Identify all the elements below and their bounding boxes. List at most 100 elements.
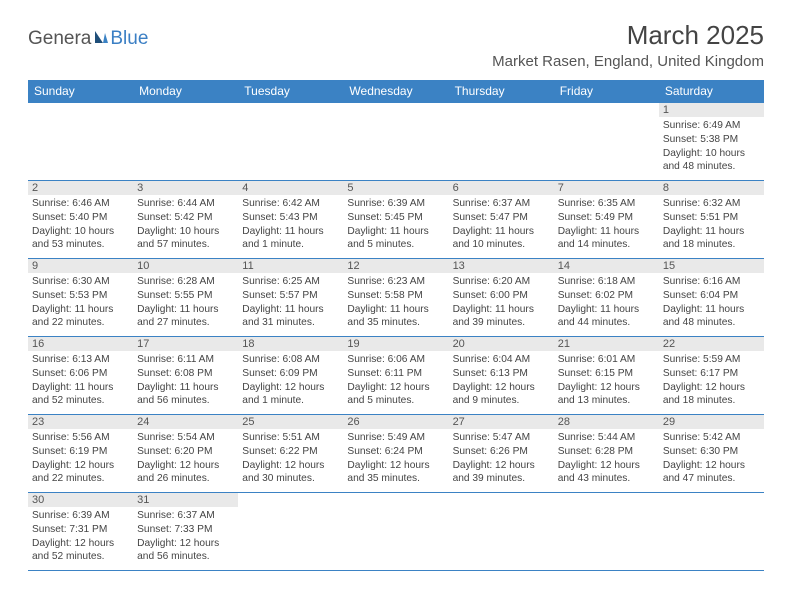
day-details: Sunrise: 6:46 AMSunset: 5:40 PMDaylight:… — [28, 195, 133, 255]
day-detail-line: and 1 minute. — [242, 394, 339, 408]
day-detail-line: Sunset: 5:38 PM — [663, 133, 760, 147]
calendar-cell: 9Sunrise: 6:30 AMSunset: 5:53 PMDaylight… — [28, 259, 133, 337]
day-detail-line: Daylight: 10 hours — [137, 225, 234, 239]
day-detail-line: Sunrise: 6:44 AM — [137, 197, 234, 211]
calendar-cell: 25Sunrise: 5:51 AMSunset: 6:22 PMDayligh… — [238, 415, 343, 493]
weekday-header: Monday — [133, 80, 238, 103]
day-detail-line: and 22 minutes. — [32, 472, 129, 486]
day-details: Sunrise: 6:16 AMSunset: 6:04 PMDaylight:… — [659, 273, 764, 333]
day-details: Sunrise: 6:04 AMSunset: 6:13 PMDaylight:… — [449, 351, 554, 411]
day-detail-line: Sunset: 5:49 PM — [558, 211, 655, 225]
day-details: Sunrise: 6:28 AMSunset: 5:55 PMDaylight:… — [133, 273, 238, 333]
day-detail-line: Sunset: 6:06 PM — [32, 367, 129, 381]
day-number: 12 — [343, 259, 448, 273]
day-details: Sunrise: 6:23 AMSunset: 5:58 PMDaylight:… — [343, 273, 448, 333]
day-detail-line: Daylight: 11 hours — [347, 225, 444, 239]
day-detail-line: Daylight: 11 hours — [663, 225, 760, 239]
day-detail-line: Daylight: 11 hours — [32, 303, 129, 317]
calendar-week-row: 2Sunrise: 6:46 AMSunset: 5:40 PMDaylight… — [28, 181, 764, 259]
day-detail-line: and 27 minutes. — [137, 316, 234, 330]
day-details — [659, 507, 764, 512]
day-detail-line: Daylight: 11 hours — [242, 303, 339, 317]
calendar-cell — [554, 493, 659, 571]
day-number: 11 — [238, 259, 343, 273]
day-detail-line: Daylight: 11 hours — [453, 225, 550, 239]
day-details: Sunrise: 5:42 AMSunset: 6:30 PMDaylight:… — [659, 429, 764, 489]
day-detail-line: Sunset: 5:40 PM — [32, 211, 129, 225]
day-number: 8 — [659, 181, 764, 195]
calendar-table: Sunday Monday Tuesday Wednesday Thursday… — [28, 80, 764, 571]
calendar-cell: 31Sunrise: 6:37 AMSunset: 7:33 PMDayligh… — [133, 493, 238, 571]
day-detail-line: and 44 minutes. — [558, 316, 655, 330]
day-number: 3 — [133, 181, 238, 195]
day-detail-line: Daylight: 11 hours — [347, 303, 444, 317]
day-number — [659, 493, 764, 507]
day-detail-line: and 10 minutes. — [453, 238, 550, 252]
day-details: Sunrise: 6:11 AMSunset: 6:08 PMDaylight:… — [133, 351, 238, 411]
day-number — [343, 103, 448, 117]
day-detail-line: Sunset: 6:09 PM — [242, 367, 339, 381]
day-detail-line: Sunset: 5:45 PM — [347, 211, 444, 225]
day-details: Sunrise: 6:25 AMSunset: 5:57 PMDaylight:… — [238, 273, 343, 333]
day-detail-line: Daylight: 11 hours — [137, 303, 234, 317]
day-detail-line: and 43 minutes. — [558, 472, 655, 486]
day-details: Sunrise: 6:44 AMSunset: 5:42 PMDaylight:… — [133, 195, 238, 255]
day-number: 7 — [554, 181, 659, 195]
day-number: 22 — [659, 337, 764, 351]
day-details — [449, 507, 554, 512]
day-detail-line: Daylight: 10 hours — [663, 147, 760, 161]
day-detail-line: Sunrise: 6:11 AM — [137, 353, 234, 367]
day-detail-line: and 52 minutes. — [32, 394, 129, 408]
logo-text-blue: Blue — [110, 28, 148, 50]
day-detail-line: Daylight: 12 hours — [558, 381, 655, 395]
day-details: Sunrise: 5:47 AMSunset: 6:26 PMDaylight:… — [449, 429, 554, 489]
day-detail-line: and 53 minutes. — [32, 238, 129, 252]
day-detail-line: Sunset: 6:20 PM — [137, 445, 234, 459]
calendar-cell: 21Sunrise: 6:01 AMSunset: 6:15 PMDayligh… — [554, 337, 659, 415]
day-detail-line: Sunrise: 6:04 AM — [453, 353, 550, 367]
day-number — [28, 103, 133, 117]
calendar-cell: 13Sunrise: 6:20 AMSunset: 6:00 PMDayligh… — [449, 259, 554, 337]
day-detail-line: Sunrise: 6:49 AM — [663, 119, 760, 133]
day-details: Sunrise: 5:54 AMSunset: 6:20 PMDaylight:… — [133, 429, 238, 489]
day-number: 29 — [659, 415, 764, 429]
day-detail-line: Sunrise: 5:42 AM — [663, 431, 760, 445]
day-detail-line: Sunrise: 6:06 AM — [347, 353, 444, 367]
day-detail-line: Sunrise: 6:20 AM — [453, 275, 550, 289]
day-detail-line: Sunset: 6:13 PM — [453, 367, 550, 381]
day-detail-line: Sunrise: 6:35 AM — [558, 197, 655, 211]
day-detail-line: and 26 minutes. — [137, 472, 234, 486]
day-detail-line: Daylight: 11 hours — [558, 303, 655, 317]
day-detail-line: Daylight: 12 hours — [32, 459, 129, 473]
day-number: 4 — [238, 181, 343, 195]
calendar-cell: 23Sunrise: 5:56 AMSunset: 6:19 PMDayligh… — [28, 415, 133, 493]
day-detail-line: and 52 minutes. — [32, 550, 129, 564]
day-detail-line: and 9 minutes. — [453, 394, 550, 408]
day-detail-line: and 5 minutes. — [347, 238, 444, 252]
day-number: 5 — [343, 181, 448, 195]
day-detail-line: Sunset: 5:43 PM — [242, 211, 339, 225]
day-number: 30 — [28, 493, 133, 507]
day-detail-line: Daylight: 12 hours — [137, 459, 234, 473]
calendar-cell: 5Sunrise: 6:39 AMSunset: 5:45 PMDaylight… — [343, 181, 448, 259]
day-detail-line: Daylight: 11 hours — [242, 225, 339, 239]
day-number: 23 — [28, 415, 133, 429]
day-detail-line: and 39 minutes. — [453, 472, 550, 486]
day-number: 9 — [28, 259, 133, 273]
calendar-week-row: 9Sunrise: 6:30 AMSunset: 5:53 PMDaylight… — [28, 259, 764, 337]
day-detail-line: Sunrise: 5:59 AM — [663, 353, 760, 367]
day-detail-line: Sunrise: 6:37 AM — [453, 197, 550, 211]
day-detail-line: Daylight: 12 hours — [242, 459, 339, 473]
day-details: Sunrise: 5:59 AMSunset: 6:17 PMDaylight:… — [659, 351, 764, 411]
day-detail-line: and 56 minutes. — [137, 394, 234, 408]
day-number — [133, 103, 238, 117]
day-detail-line: and 13 minutes. — [558, 394, 655, 408]
day-details: Sunrise: 6:30 AMSunset: 5:53 PMDaylight:… — [28, 273, 133, 333]
weekday-header: Tuesday — [238, 80, 343, 103]
calendar-cell: 3Sunrise: 6:44 AMSunset: 5:42 PMDaylight… — [133, 181, 238, 259]
calendar-body: 1Sunrise: 6:49 AMSunset: 5:38 PMDaylight… — [28, 103, 764, 571]
day-details — [554, 117, 659, 122]
day-detail-line: Sunset: 7:33 PM — [137, 523, 234, 537]
day-detail-line: Daylight: 12 hours — [137, 537, 234, 551]
day-details: Sunrise: 6:37 AMSunset: 7:33 PMDaylight:… — [133, 507, 238, 567]
